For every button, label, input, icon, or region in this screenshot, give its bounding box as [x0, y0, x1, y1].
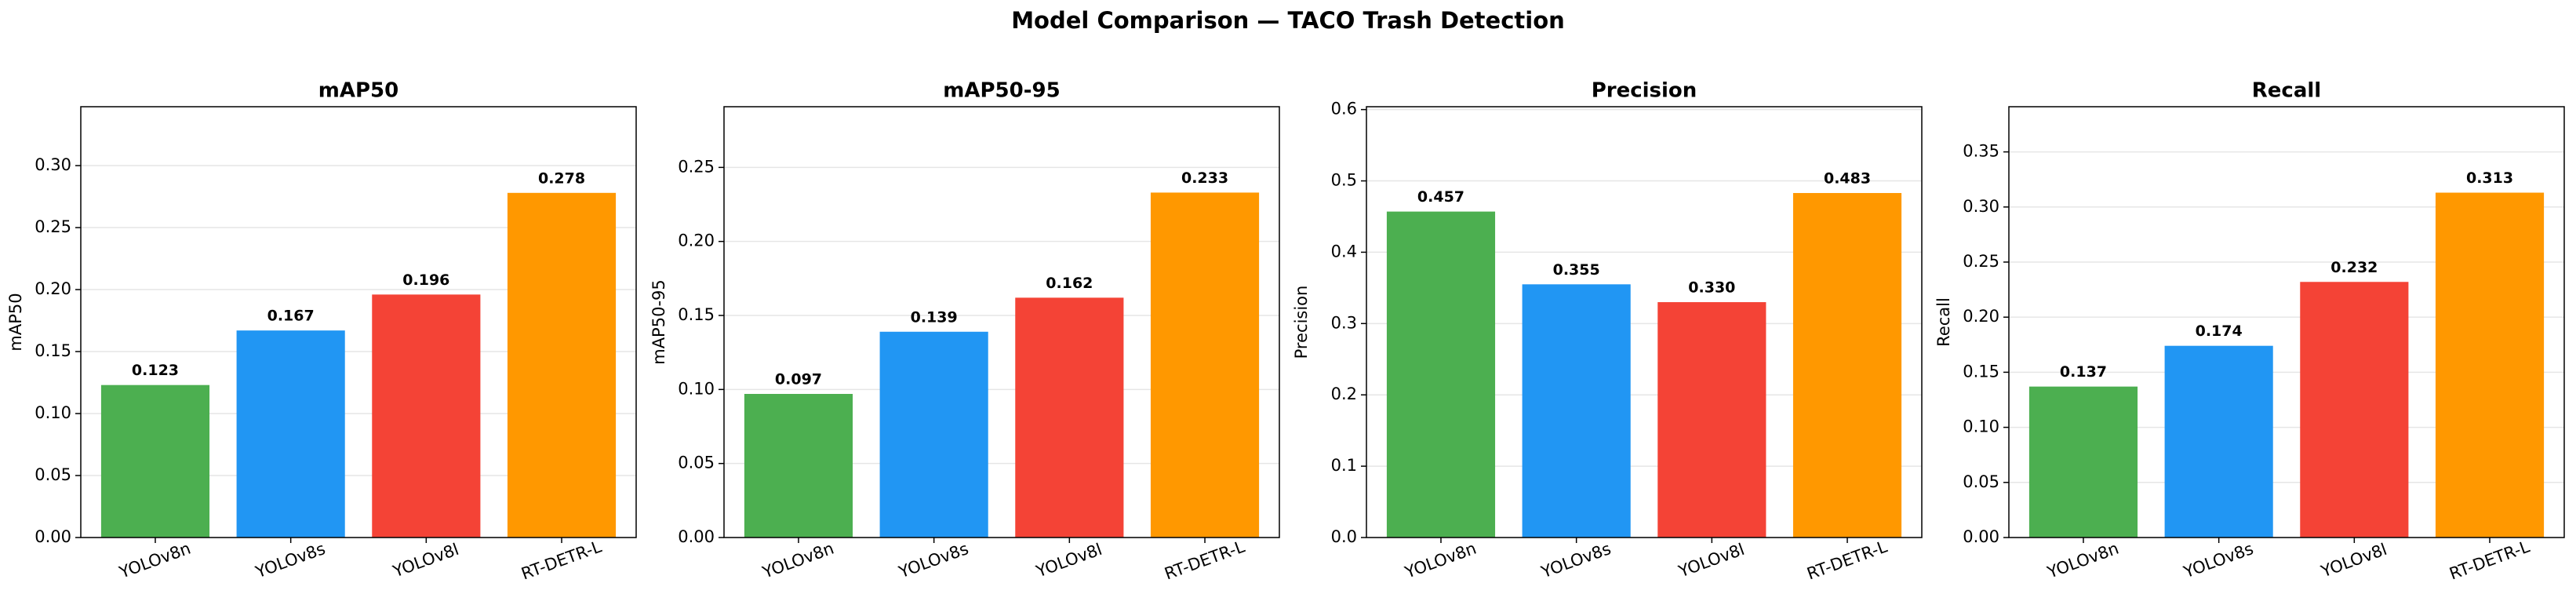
x-tick-label: YOLOv8l — [2318, 540, 2389, 581]
y-tick-label: 0.0 — [1331, 527, 1357, 546]
bar — [879, 331, 988, 538]
value-label: 0.232 — [2330, 259, 2378, 276]
y-tick-label: 0.1 — [1331, 456, 1357, 475]
bar — [100, 385, 210, 538]
value-label: 0.457 — [1417, 188, 1464, 206]
axes-frame — [80, 106, 637, 538]
y-tick-label: 0.25 — [1963, 252, 1999, 271]
axes-frame — [2008, 106, 2565, 538]
bar — [1657, 302, 1766, 538]
value-label: 0.196 — [402, 272, 449, 289]
y-tick-label: 0.15 — [35, 341, 71, 360]
x-tick-label: YOLOv8n — [116, 539, 193, 582]
x-tick-label: RT-DETR-L — [1804, 537, 1890, 583]
value-label: 0.483 — [1824, 169, 1871, 187]
y-tick-label: 0.4 — [1331, 242, 1357, 261]
bar — [744, 394, 853, 538]
y-tick-label: 0.25 — [35, 217, 71, 236]
y-tick-label: 0.2 — [1331, 385, 1357, 403]
figure-title: Model Comparison — TACO Trash Detection — [1011, 7, 1565, 34]
chart-title: mAP50 — [318, 79, 398, 103]
y-tick-label: 0.20 — [678, 231, 715, 250]
bar — [2435, 192, 2545, 538]
value-label: 0.233 — [1181, 169, 1228, 187]
value-label: 0.139 — [911, 308, 958, 326]
y-tick-label: 0.25 — [678, 157, 715, 176]
x-tick-label: RT-DETR-L — [518, 537, 604, 583]
bar — [507, 192, 617, 538]
y-tick-label: 0.35 — [1963, 142, 1999, 161]
value-label: 0.162 — [1046, 275, 1093, 292]
bar — [2164, 345, 2273, 538]
y-axis-label: Precision — [1292, 286, 1311, 359]
y-tick-label: 0.10 — [1963, 417, 1999, 436]
y-tick-label: 0.30 — [1963, 197, 1999, 216]
y-axis-label: Recall — [1934, 297, 1953, 347]
y-tick-label: 0.20 — [35, 279, 71, 298]
value-label: 0.137 — [2060, 363, 2107, 381]
value-label: 0.355 — [1553, 261, 1600, 279]
y-axis-label: mAP50 — [6, 293, 25, 351]
y-tick-label: 0.00 — [35, 527, 71, 546]
y-tick-label: 0.3 — [1331, 313, 1357, 332]
bar — [1150, 192, 1260, 538]
bar — [1386, 211, 1496, 538]
x-tick-label: YOLOv8l — [1675, 540, 1747, 581]
value-label: 0.313 — [2466, 169, 2513, 187]
value-label: 0.330 — [1688, 279, 1735, 297]
bar — [1015, 297, 1124, 538]
x-tick-label: YOLOv8s — [896, 539, 971, 582]
value-label: 0.123 — [132, 362, 179, 379]
y-tick-label: 0.00 — [678, 527, 715, 546]
y-tick-label: 0.5 — [1331, 171, 1357, 190]
x-tick-label: YOLOv8s — [1538, 539, 1614, 582]
y-axis-label: mAP50-95 — [649, 279, 668, 365]
y-tick-label: 0.00 — [1963, 527, 1999, 546]
x-tick-label: YOLOv8n — [1402, 539, 1479, 582]
y-tick-label: 0.30 — [35, 155, 71, 174]
axes-frame — [1366, 106, 1923, 538]
chart-title: Recall — [2252, 79, 2321, 103]
bar — [236, 330, 345, 538]
x-tick-label: YOLOv8s — [253, 539, 328, 582]
chart-title: mAP50-95 — [943, 79, 1060, 103]
y-tick-label: 0.10 — [678, 379, 715, 398]
axes-frame — [723, 106, 1280, 538]
value-label: 0.167 — [267, 308, 315, 325]
x-tick-label: YOLOv8n — [759, 539, 836, 582]
x-tick-label: RT-DETR-L — [1162, 537, 1247, 583]
y-tick-label: 0.15 — [1963, 362, 1999, 381]
x-tick-label: YOLOv8l — [390, 540, 461, 581]
x-tick-label: YOLOv8s — [2181, 539, 2256, 582]
x-tick-label: RT-DETR-L — [2447, 537, 2532, 583]
y-tick-label: 0.20 — [1963, 307, 1999, 326]
y-tick-label: 0.05 — [1963, 472, 1999, 491]
y-tick-label: 0.10 — [35, 403, 71, 422]
bar — [372, 294, 481, 538]
value-label: 0.174 — [2196, 323, 2243, 340]
y-tick-label: 0.05 — [678, 454, 715, 472]
y-tick-label: 0.6 — [1331, 100, 1357, 118]
y-tick-label: 0.15 — [678, 305, 715, 324]
x-tick-label: YOLOv8l — [1033, 540, 1104, 581]
value-label: 0.278 — [538, 169, 585, 187]
y-tick-label: 0.05 — [35, 465, 71, 484]
bar — [2028, 386, 2138, 538]
bar — [1792, 192, 1902, 538]
bar — [1522, 284, 1631, 538]
value-label: 0.097 — [775, 371, 822, 388]
x-tick-label: YOLOv8n — [2044, 539, 2121, 582]
bar — [2300, 282, 2409, 538]
chart-title: Precision — [1592, 79, 1697, 103]
